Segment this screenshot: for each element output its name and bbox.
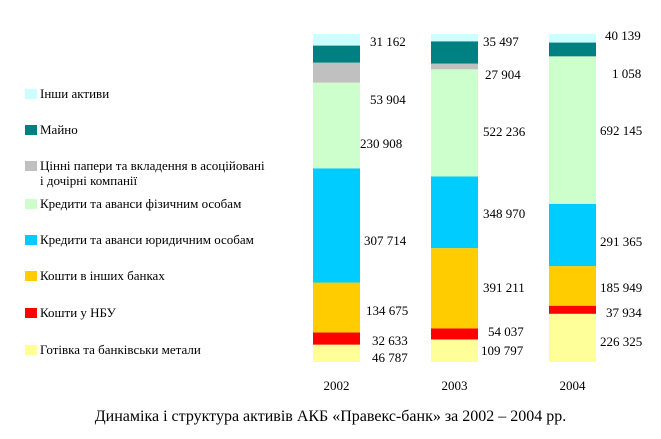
legend-swatch: [25, 235, 37, 245]
bar-segment-2004-7: [549, 34, 596, 43]
data-label: 1 058: [612, 66, 641, 81]
data-label: 53 904: [370, 92, 406, 107]
data-label: 31 162: [370, 34, 406, 49]
data-label: 134 675: [366, 303, 408, 318]
bar-segment-2003-1: [431, 328, 478, 340]
data-label: 692 145: [600, 123, 642, 138]
x-tick-label: 2002: [324, 378, 350, 393]
data-label: 37 934: [606, 305, 642, 320]
legend-swatch: [25, 271, 37, 281]
bar-segment-2003-0: [431, 339, 478, 362]
data-label: 307 714: [364, 233, 407, 248]
bar-segment-2004-3: [549, 204, 596, 267]
data-label: 348 970: [483, 206, 525, 221]
bar-segment-2002-4: [313, 82, 360, 169]
bar-segment-2004-1: [549, 305, 596, 314]
legend-label: Інши активи: [40, 86, 110, 101]
chart-legend: Інши активи Майно Цінні папери та вкладе…: [0, 0, 300, 380]
chart-caption: Динаміка і структура активів АКБ «Правек…: [94, 408, 567, 425]
bar-segment-2003-5: [431, 63, 478, 70]
data-label: 32 633: [372, 333, 408, 348]
bar-segment-2004-6: [549, 42, 596, 57]
bar-segment-2002-5: [313, 62, 360, 83]
bar-segment-2004-4: [549, 56, 596, 205]
bar-segment-2002-6: [313, 45, 360, 63]
data-label: 40 139: [605, 28, 641, 43]
bar-segment-2003-3: [431, 176, 478, 249]
bar-segment-2004-0: [549, 313, 596, 362]
bar-segment-2004-2: [549, 266, 596, 306]
bar-segment-2002-0: [313, 344, 360, 362]
legend-swatch: [25, 125, 37, 135]
bar-segment-2002-1: [313, 332, 360, 345]
data-label: 230 908: [360, 136, 402, 151]
legend-label: Цінні папери та вкладення в асоційовані …: [40, 158, 265, 188]
legend-label: Готівка та банківськи метали: [40, 342, 201, 357]
bar-segment-2002-2: [313, 282, 360, 333]
bar-segment-2002-3: [313, 168, 360, 283]
data-label: 185 949: [600, 280, 642, 295]
x-tick-label: 2003: [442, 378, 468, 393]
legend-label: Кошти в інших банках: [40, 268, 165, 283]
bar-segment-2003-6: [431, 41, 478, 64]
bar-segment-2003-7: [431, 34, 478, 42]
stacked-bar-chart: 2002 2003 2004 31 162 53 904 230 908 307 714 13…: [313, 28, 642, 393]
data-label: 109 797: [481, 343, 524, 358]
data-label: 291 365: [600, 234, 642, 249]
data-label: 35 497: [483, 34, 519, 49]
legend-label: Кредити та аванси фізичним особам: [40, 196, 242, 211]
legend-swatch: [25, 89, 37, 99]
bar-segment-2003-2: [431, 248, 478, 329]
data-label: 46 787: [372, 350, 408, 365]
bar-segment-2003-4: [431, 69, 478, 177]
data-label: 27 904: [485, 67, 521, 82]
legend-label: Кошти у НБУ: [40, 305, 116, 320]
data-label: 226 325: [600, 334, 642, 349]
legend-swatch: [25, 308, 37, 318]
data-label: 522 236: [483, 124, 526, 139]
bar-segment-2002-7: [313, 34, 360, 46]
legend-swatch: [25, 199, 37, 209]
legend-label: Кредити та аванси юридичним особам: [40, 232, 254, 247]
legend-label: Майно: [40, 122, 78, 137]
legend-swatch: [25, 161, 37, 171]
data-label: 391 211: [483, 280, 525, 295]
legend-swatch: [25, 345, 37, 355]
data-label: 54 037: [488, 324, 524, 339]
x-tick-label: 2004: [560, 378, 587, 393]
